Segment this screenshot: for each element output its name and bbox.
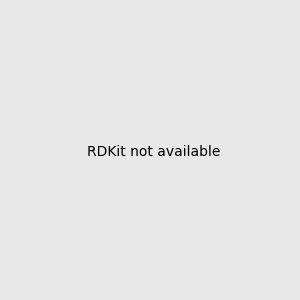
- Text: RDKit not available: RDKit not available: [87, 145, 220, 158]
